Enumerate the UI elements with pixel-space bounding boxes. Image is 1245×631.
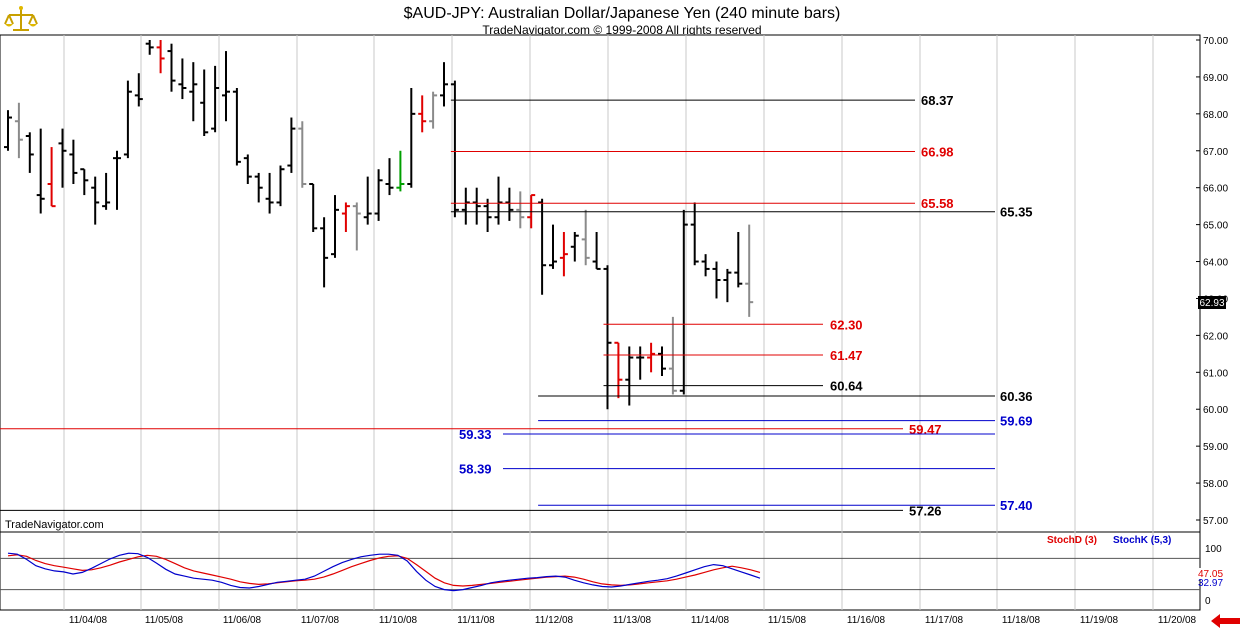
date-tick-label: 11/20/08 xyxy=(1158,615,1197,626)
date-tick-label: 11/15/08 xyxy=(768,615,807,626)
price-panel xyxy=(0,34,1201,533)
date-tick-label: 11/19/08 xyxy=(1080,615,1119,626)
level-label: 62.30 xyxy=(830,317,863,332)
stoch-last-bg xyxy=(1197,568,1225,579)
date-tick-label: 11/12/08 xyxy=(535,615,574,626)
last-price-value: 62.93 xyxy=(1199,298,1224,309)
legend-stochk: StochK (5,3) xyxy=(1113,535,1171,546)
date-tick-label: 11/05/08 xyxy=(145,615,184,626)
red-left-arrow-icon[interactable] xyxy=(1208,614,1242,628)
price-tick-label: 67.00 xyxy=(1203,147,1228,158)
price-tick-label: 68.00 xyxy=(1203,110,1228,121)
date-tick-label: 11/18/08 xyxy=(1002,615,1041,626)
level-label: 68.37 xyxy=(921,93,954,108)
last-price-tag xyxy=(1198,296,1226,309)
date-tick-label: 11/16/08 xyxy=(847,615,886,626)
stochastic-panel xyxy=(0,531,1201,611)
stoch-tick-label: 100 xyxy=(1205,544,1222,555)
price-tick-label: 69.00 xyxy=(1203,73,1228,84)
date-tick-label: 11/11/08 xyxy=(457,615,495,626)
price-axis: 70.0069.0068.0067.0066.0065.0064.0063.00… xyxy=(1196,36,1228,527)
date-tick-label: 11/06/08 xyxy=(223,615,262,626)
legend-stochd: StochD (3) xyxy=(1047,535,1097,546)
date-tick-label: 11/17/08 xyxy=(925,615,964,626)
price-tick-label: 66.00 xyxy=(1203,184,1228,195)
date-tick-label: 11/07/08 xyxy=(301,615,340,626)
price-tick-label: 57.00 xyxy=(1203,516,1228,527)
date-tick-label: 11/04/08 xyxy=(69,615,108,626)
level-label: 57.26 xyxy=(909,503,942,518)
level-label: 65.35 xyxy=(1000,205,1033,220)
price-tick-label: 60.00 xyxy=(1203,405,1228,416)
level-lines: 68.37 66.98 65.58 65.35 62.30 61.47 60.64 60.36… xyxy=(0,93,1033,518)
watermark-text: TradeNavigator.com xyxy=(5,519,104,531)
price-tick-label: 65.00 xyxy=(1203,221,1228,232)
price-tick-label: 64.00 xyxy=(1203,258,1228,269)
level-label: 65.58 xyxy=(921,196,954,211)
price-tick-label: 58.00 xyxy=(1203,479,1228,490)
level-label: 60.36 xyxy=(1000,389,1033,404)
chart-subtitle: TradeNavigator.com © 1999-2008 All right… xyxy=(482,23,761,37)
level-label: 61.47 xyxy=(830,348,863,363)
date-gridlines xyxy=(63,35,1154,610)
level-label: 59.47 xyxy=(909,422,942,437)
stoch-series-line xyxy=(7,552,761,592)
level-label: 58.39 xyxy=(459,462,492,477)
price-tick-label: 62.00 xyxy=(1203,331,1228,342)
scales-logo-icon xyxy=(4,3,38,37)
date-tick-label: 11/10/08 xyxy=(379,615,418,626)
price-tick-label: 59.00 xyxy=(1203,442,1228,453)
stoch-tick-label: 0 xyxy=(1205,596,1211,607)
date-tick-label: 11/13/08 xyxy=(613,615,652,626)
chart-title: $AUD-JPY: Australian Dollar/Japanese Yen… xyxy=(404,5,841,22)
level-label: 66.98 xyxy=(921,145,954,160)
price-tick-label: 70.00 xyxy=(1203,36,1228,47)
stochastic-lines xyxy=(0,552,1200,592)
level-label: 59.69 xyxy=(1000,414,1033,429)
stochk-last-value: 32.97 xyxy=(1198,578,1223,589)
level-label: 57.40 xyxy=(1000,498,1033,513)
level-label: 60.64 xyxy=(830,379,863,394)
date-axis: 11/04/08 11/05/08 11/06/08 11/07/08 11/10/08… xyxy=(69,615,1197,626)
date-tick-label: 11/14/08 xyxy=(691,615,730,626)
stochd-last-value: 47.05 xyxy=(1198,569,1223,580)
level-label: 59.33 xyxy=(459,427,492,442)
price-tick-label: 61.00 xyxy=(1203,368,1228,379)
stoch-series-line xyxy=(7,554,761,587)
